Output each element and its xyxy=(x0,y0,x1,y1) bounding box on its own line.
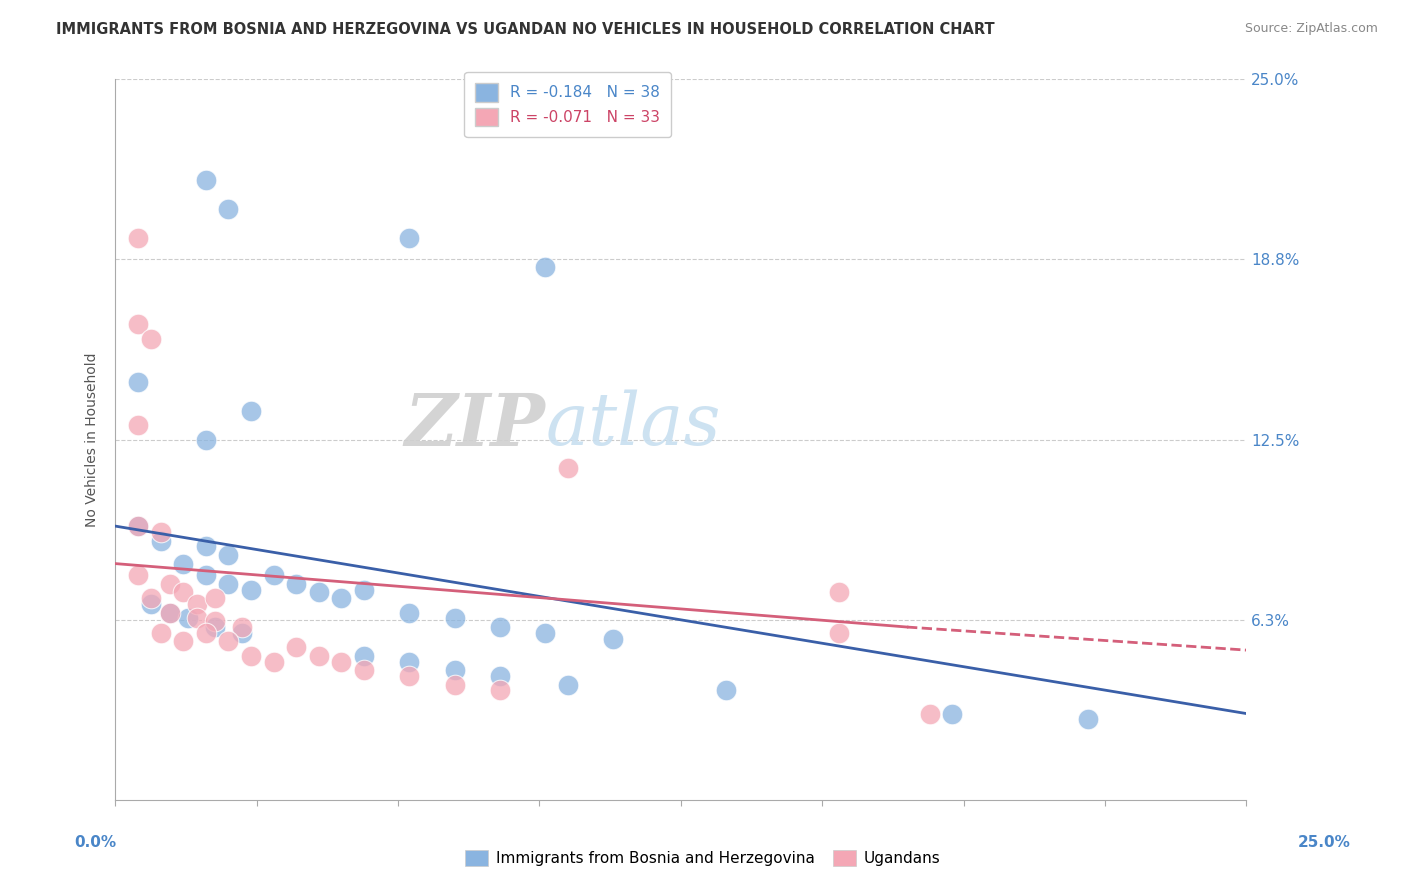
Point xyxy=(240,403,263,417)
Point xyxy=(828,625,851,640)
Point xyxy=(240,648,263,663)
Point xyxy=(489,669,512,683)
Point xyxy=(141,591,163,606)
Point xyxy=(285,640,308,655)
Point xyxy=(149,533,172,548)
Point xyxy=(398,230,420,244)
Point xyxy=(714,683,737,698)
Point xyxy=(918,706,941,721)
Point xyxy=(263,568,285,582)
Point xyxy=(330,591,353,606)
Point xyxy=(828,585,851,599)
Point xyxy=(127,317,149,331)
Point xyxy=(194,433,217,447)
Point xyxy=(194,568,217,582)
Legend: R = -0.184   N = 38, R = -0.071   N = 33: R = -0.184 N = 38, R = -0.071 N = 33 xyxy=(464,72,671,137)
Point xyxy=(557,461,579,475)
Point xyxy=(1077,712,1099,726)
Point xyxy=(398,606,420,620)
Point xyxy=(176,611,198,625)
Point xyxy=(159,606,181,620)
Point xyxy=(353,663,375,677)
Point xyxy=(398,655,420,669)
Point xyxy=(534,260,557,274)
Point xyxy=(443,611,465,625)
Point xyxy=(443,663,465,677)
Point xyxy=(217,634,239,648)
Point xyxy=(217,576,239,591)
Point xyxy=(204,620,226,634)
Point xyxy=(353,648,375,663)
Point xyxy=(127,230,149,244)
Point xyxy=(141,332,163,346)
Point xyxy=(127,519,149,533)
Point xyxy=(127,519,149,533)
Point xyxy=(308,648,330,663)
Y-axis label: No Vehicles in Household: No Vehicles in Household xyxy=(86,352,100,527)
Point xyxy=(330,655,353,669)
Point xyxy=(186,597,208,611)
Point xyxy=(127,568,149,582)
Point xyxy=(159,606,181,620)
Point xyxy=(217,548,239,562)
Text: 25.0%: 25.0% xyxy=(1298,836,1351,850)
Point xyxy=(231,620,253,634)
Point xyxy=(602,632,624,646)
Point xyxy=(172,634,194,648)
Text: 0.0%: 0.0% xyxy=(75,836,117,850)
Point xyxy=(194,539,217,553)
Point xyxy=(443,678,465,692)
Point xyxy=(489,620,512,634)
Point xyxy=(149,625,172,640)
Point xyxy=(141,597,163,611)
Text: IMMIGRANTS FROM BOSNIA AND HERZEGOVINA VS UGANDAN NO VEHICLES IN HOUSEHOLD CORRE: IMMIGRANTS FROM BOSNIA AND HERZEGOVINA V… xyxy=(56,22,995,37)
Text: atlas: atlas xyxy=(546,390,721,460)
Point xyxy=(534,625,557,640)
Point xyxy=(172,557,194,571)
Point xyxy=(231,625,253,640)
Point xyxy=(204,614,226,628)
Point xyxy=(127,375,149,389)
Point xyxy=(398,669,420,683)
Point xyxy=(353,582,375,597)
Point xyxy=(217,202,239,216)
Point xyxy=(557,678,579,692)
Point xyxy=(149,524,172,539)
Text: ZIP: ZIP xyxy=(404,390,546,460)
Point xyxy=(285,576,308,591)
Point xyxy=(941,706,963,721)
Legend: Immigrants from Bosnia and Herzegovina, Ugandans: Immigrants from Bosnia and Herzegovina, … xyxy=(458,842,948,873)
Text: Source: ZipAtlas.com: Source: ZipAtlas.com xyxy=(1244,22,1378,36)
Point xyxy=(159,576,181,591)
Point xyxy=(489,683,512,698)
Point xyxy=(186,611,208,625)
Point xyxy=(194,625,217,640)
Point xyxy=(308,585,330,599)
Point xyxy=(263,655,285,669)
Point xyxy=(240,582,263,597)
Point xyxy=(194,173,217,187)
Point xyxy=(204,591,226,606)
Point xyxy=(127,418,149,433)
Point xyxy=(172,585,194,599)
